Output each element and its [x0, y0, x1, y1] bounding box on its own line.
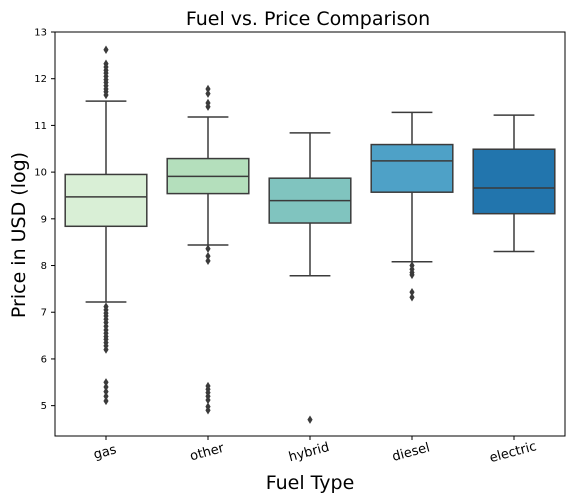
outlier-point [307, 415, 313, 424]
outlier-point [409, 293, 415, 302]
box-hybrid [268, 132, 352, 424]
x-tick-label: other [188, 441, 226, 465]
y-tick-label: 13 [34, 28, 47, 39]
y-tick-label: 10 [34, 168, 47, 179]
outlier-point [103, 392, 109, 401]
outlier-point [205, 256, 211, 266]
iqr-box [472, 148, 556, 215]
outlier-point [103, 396, 109, 406]
outlier-point [103, 45, 109, 54]
box-electric [472, 114, 556, 253]
y-tick-label: 6 [41, 354, 47, 365]
outlier-point [409, 287, 415, 297]
outlier-point [205, 251, 211, 261]
boxes-layer [64, 45, 556, 424]
outlier-point [205, 395, 211, 405]
y-axis-label: Price in USD (log) [8, 152, 30, 318]
x-tick-label: hybrid [287, 440, 331, 465]
outlier-point [103, 387, 109, 396]
outlier-point [103, 90, 109, 100]
iqr-box [370, 143, 454, 193]
outlier-point [103, 345, 109, 354]
outlier-point [409, 270, 415, 280]
x-axis-label: Fuel Type [266, 472, 355, 494]
y-tick-label: 8 [41, 261, 47, 272]
outlier-point [103, 378, 109, 387]
x-tick-label: gas [92, 442, 118, 462]
outlier-point [103, 382, 109, 392]
y-tick-label: 12 [34, 74, 47, 85]
outlier-point [205, 406, 211, 415]
outlier-point [205, 244, 211, 253]
outlier-point [205, 89, 211, 98]
x-axis-ticks: gas other hybrid diesel electric [92, 436, 538, 466]
x-tick-label: diesel [391, 440, 432, 464]
x-tick-label: electric [488, 439, 538, 466]
y-axis-ticks: 5 6 7 8 9 10 11 12 13 [34, 28, 55, 412]
box-gas [64, 45, 148, 406]
iqr-box [64, 173, 148, 228]
box-other [166, 84, 250, 415]
chart-title: Fuel vs. Price Comparison [186, 8, 430, 30]
outlier-point [205, 84, 211, 94]
outlier-point [205, 102, 211, 111]
y-tick-label: 9 [41, 214, 47, 225]
y-tick-label: 7 [41, 308, 47, 319]
box-diesel [370, 111, 454, 302]
y-tick-label: 11 [34, 121, 47, 132]
y-tick-label: 5 [41, 401, 47, 412]
